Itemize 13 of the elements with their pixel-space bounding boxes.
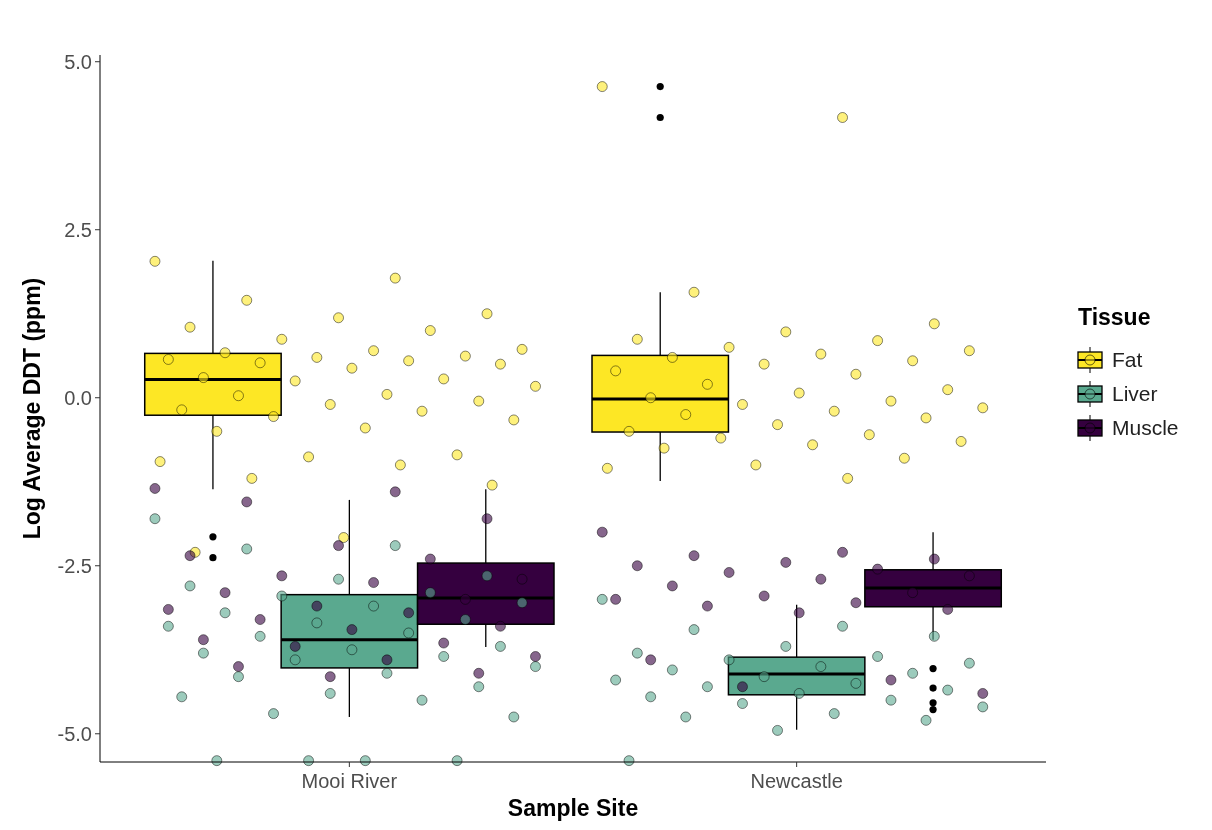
y-tick-label: -5.0	[57, 722, 92, 745]
x-tick-label: Mooi River	[301, 770, 398, 792]
legend-label: Fat	[1112, 348, 1143, 372]
legend-label: Muscle	[1112, 416, 1179, 440]
legend-label: Liver	[1112, 382, 1158, 406]
y-tick-label: -2.5	[57, 554, 92, 577]
y-axis-title: Log Average DDT (ppm)	[19, 277, 45, 540]
y-tick-label: 5.0	[64, 50, 92, 73]
x-axis-title: Sample Site	[507, 795, 639, 821]
y-tick-label: 0.0	[64, 386, 92, 409]
y-tick-label: 2.5	[64, 218, 92, 241]
legend-title: Tissue	[1078, 304, 1151, 330]
x-tick-label: Newcastle	[750, 770, 843, 792]
